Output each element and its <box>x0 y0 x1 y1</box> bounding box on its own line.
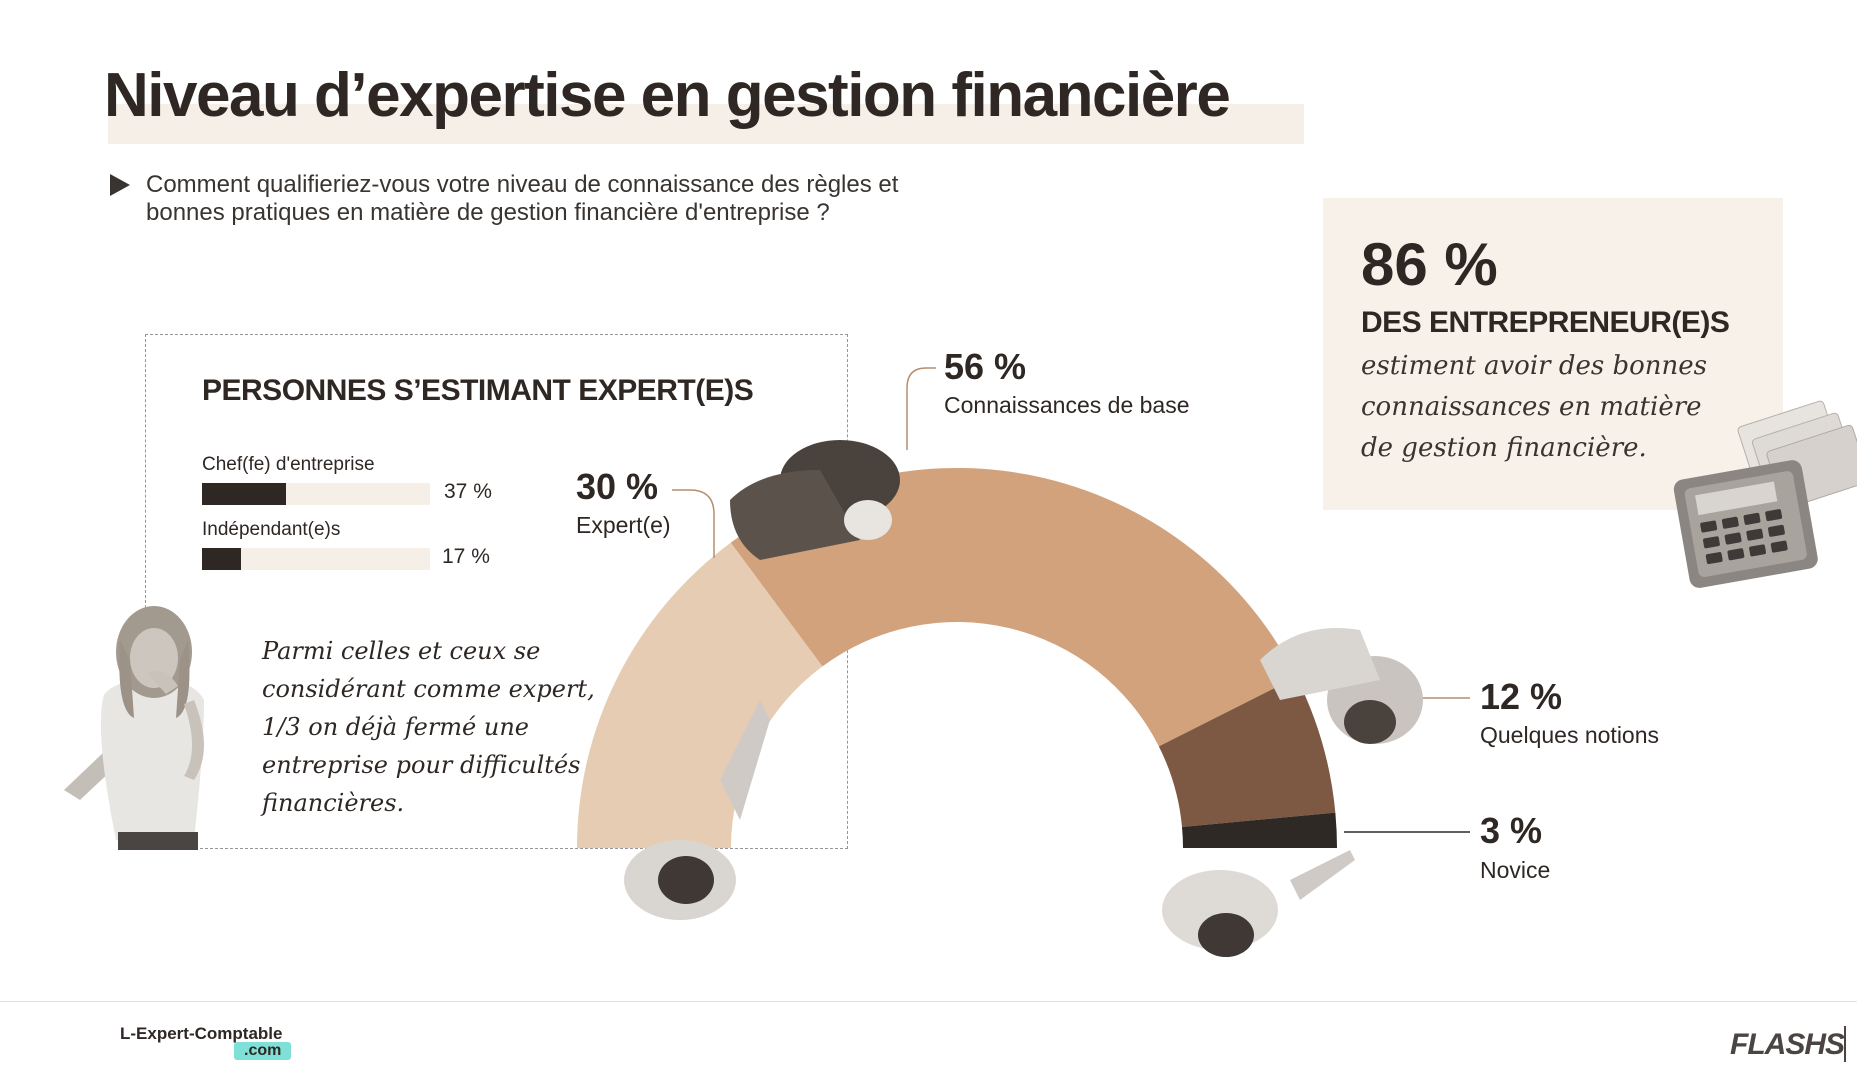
page-title: Niveau d’expertise en gestion financière <box>104 61 1231 130</box>
highlight-description: estiment avoir des bonnes connaissances … <box>1361 351 1707 463</box>
segment-quelques-notions <box>1158 677 1336 827</box>
surprised-woman-illustration <box>64 606 204 850</box>
brand-logo-suffix: .com <box>234 1042 292 1060</box>
chart-label-base-value: 56 % <box>944 346 1027 387</box>
bar-fill-chef <box>202 483 287 505</box>
highlight-box <box>1323 198 1783 510</box>
play-arrow-icon <box>110 174 130 196</box>
chart-label-base-name: Connaissances de base <box>944 392 1190 418</box>
highlight-heading: DES ENTREPRENEUR(E)S <box>1361 306 1730 339</box>
brand-logo: L-Expert-Comptable <box>120 1024 283 1043</box>
highlight-percent: 86 % <box>1361 231 1498 298</box>
bar-track-chef <box>202 483 430 505</box>
chart-label-novice-name: Novice <box>1480 857 1551 883</box>
expert-note: Parmi celles et ceux se considérant comm… <box>262 637 595 817</box>
chart-label-novice-value: 3 % <box>1480 810 1543 851</box>
flashs-logo: FLASHS <box>1730 1028 1845 1061</box>
bar-value-chef: 37 % <box>444 480 492 503</box>
bar-label-chef: Chef(fe) d'entreprise <box>202 454 375 475</box>
chart-label-notions-name: Quelques notions <box>1480 722 1660 748</box>
chart-label-expert-value: 30 % <box>576 466 659 507</box>
title-highlight <box>108 104 1304 144</box>
leader-line-base <box>906 367 936 450</box>
people-around-table-illustration <box>624 440 1423 957</box>
bar-fill-independant <box>202 548 241 570</box>
expert-box-title: PERSONNES S’ESTIMANT EXPERT(E)S <box>202 374 754 407</box>
chart-label-notions-value: 12 % <box>1480 676 1563 717</box>
chart-label-expert-name: Expert(e) <box>576 512 671 538</box>
segment-expert <box>577 542 823 848</box>
bar-label-independant: Indépendant(e)s <box>202 519 341 540</box>
segment-novice <box>1182 812 1337 848</box>
calculator-banknotes-icon <box>1673 400 1857 588</box>
bar-track-independant <box>202 548 430 570</box>
half-donut-chart <box>577 367 1470 957</box>
survey-question: Comment qualifieriez-vous votre niveau d… <box>146 171 899 226</box>
footer-divider <box>0 1001 1857 1002</box>
footer-logo-divider <box>1844 1026 1846 1062</box>
bar-value-independant: 17 % <box>442 545 490 568</box>
leader-line-expert <box>672 489 715 558</box>
